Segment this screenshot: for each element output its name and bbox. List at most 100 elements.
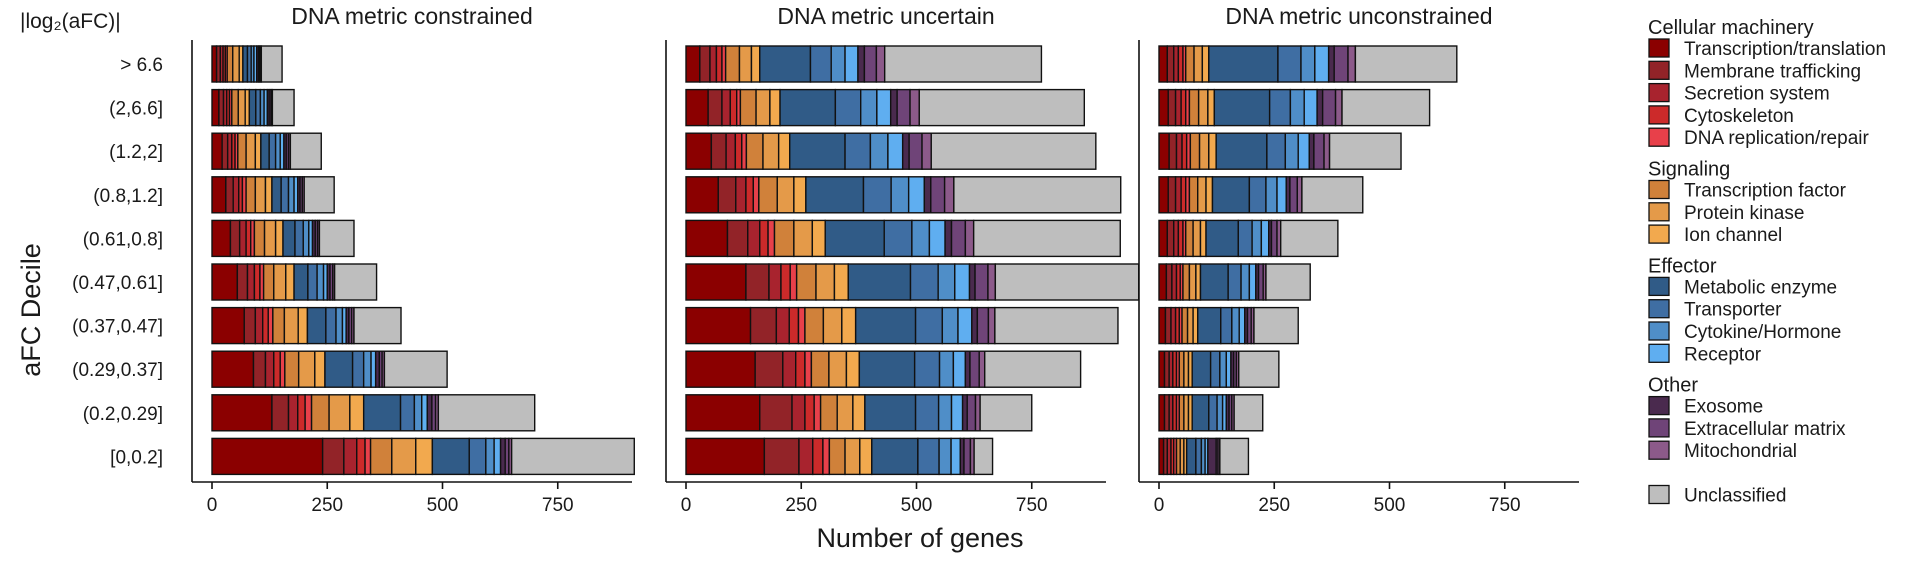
- bar-segment-cytokine-hormone: [413, 394, 423, 432]
- bar-segment-transporter: [1220, 306, 1233, 345]
- x-tick-label: 750: [1489, 495, 1521, 516]
- legend-label: Extracellular matrix: [1684, 419, 1846, 440]
- bar-segment-transcription-factor: [795, 263, 817, 301]
- bar-segment-cytokine-hormone: [1289, 88, 1305, 127]
- panel-title: DNA metric unconstrained: [1225, 3, 1492, 29]
- bar-segment-transporter: [862, 176, 892, 214]
- bar-segment-membrane-trafficking: [221, 132, 229, 170]
- bar-segment-metabolic-enzyme: [824, 219, 885, 258]
- bar-segment-cytokine-hormone: [335, 306, 344, 345]
- bar-segment-receptor: [950, 437, 961, 476]
- bar-segment-cytokine-hormone: [890, 176, 910, 214]
- bar-segment-unclassified: [318, 219, 355, 258]
- y-tick-label: (0.61,0.8]: [83, 229, 163, 250]
- bar-segment-protein-kinase: [297, 350, 316, 388]
- bar-segment-transporter: [1248, 176, 1267, 214]
- bar-segment-cytokine-hormone: [911, 219, 931, 258]
- bar-segment-cytokine-hormone: [938, 350, 955, 388]
- bar-segment-transporter: [325, 306, 337, 345]
- bar-segment-metabolic-enzyme: [282, 219, 296, 258]
- bar-segment-metabolic-enzyme: [1213, 88, 1271, 127]
- bar-segment-metabolic-enzyme: [362, 394, 402, 432]
- bar-segment-metabolic-enzyme: [779, 88, 837, 127]
- bar-segment-metabolic-enzyme: [248, 88, 257, 127]
- bar-segment-cytoskeleton: [745, 176, 755, 214]
- bar-segment-cytokine-hormone: [485, 437, 495, 476]
- bar-segment-ion-channel: [1201, 45, 1210, 83]
- y-axis-title: aFC Decile: [16, 243, 46, 377]
- x-tick-label: 250: [785, 495, 817, 516]
- bar-segment-transcription-translation: [685, 306, 752, 345]
- bar-segment-unclassified: [1253, 306, 1299, 345]
- bar-segment-transcription-translation: [1158, 219, 1168, 258]
- bar-segment-secretion-system: [1174, 88, 1182, 127]
- bar-segment-ion-channel: [750, 45, 761, 83]
- bar-segment-extracellular-matrix: [908, 132, 923, 170]
- bar-segment-metabolic-enzyme: [1185, 437, 1197, 476]
- bar-segment-transporter: [1237, 219, 1253, 258]
- bar-segment-transporter: [909, 263, 939, 301]
- bar-segment-exosome: [968, 263, 976, 301]
- bar-segment-ion-channel: [793, 176, 807, 214]
- bar-segment-membrane-trafficking: [243, 306, 257, 345]
- bar-segment-unclassified: [953, 176, 1122, 214]
- bar-segment-protein-kinase: [391, 437, 417, 476]
- bar-segment-transporter: [268, 132, 277, 170]
- bar-segment-secretion-system: [343, 437, 358, 476]
- legend-label: Exosome: [1684, 397, 1763, 418]
- bar-segment-ion-channel: [297, 306, 309, 345]
- bar-segment-transcription-translation: [211, 437, 324, 476]
- bar-segment-transcription-factor: [1185, 219, 1194, 258]
- bar-segment-unclassified: [289, 132, 322, 170]
- bar-segment-ion-channel: [1205, 176, 1214, 214]
- bar-segment-transporter: [399, 394, 416, 432]
- bar-segment-ion-channel: [1207, 88, 1216, 127]
- bar-segment-cytokine-hormone: [1300, 45, 1316, 83]
- bar-segment-cytokine-hormone: [362, 350, 372, 388]
- bar-segment-extracellular-matrix: [974, 263, 989, 301]
- bar-segment-mitochondrial: [1323, 132, 1331, 170]
- bar-segment-membrane-trafficking: [1165, 263, 1173, 301]
- bar-segment-extracellular-matrix: [963, 437, 972, 476]
- bar-segment-membrane-trafficking: [1167, 88, 1177, 127]
- bar-segment-receptor: [1248, 263, 1257, 301]
- bar-segment-exosome: [971, 306, 979, 345]
- y-tick-label: [0,0.2]: [110, 447, 163, 468]
- bar-segment-cytokine-hormone: [938, 437, 952, 476]
- bar-segment-dna-replication-repair: [813, 394, 822, 432]
- bar-segment-secretion-system: [798, 437, 814, 476]
- bar-segment-unclassified: [883, 45, 1043, 83]
- bar-segment-ion-channel: [274, 219, 284, 258]
- bar-segment-transporter: [844, 132, 872, 170]
- bar-segment-membrane-trafficking: [754, 350, 784, 388]
- bar-segment-metabolic-enzyme: [1199, 263, 1229, 301]
- bar-segment-unclassified: [260, 45, 283, 83]
- legend-label: Mitochondrial: [1684, 441, 1797, 462]
- legend-swatch-exosome: [1648, 395, 1670, 416]
- bar-segment-cytoskeleton: [273, 350, 281, 388]
- panel-dna-metric-unconstrained: DNA metric unconstrained 0 250 500 750: [1138, 3, 1579, 516]
- x-tick-label: 250: [1258, 495, 1290, 516]
- bar-segment-unclassified: [994, 263, 1140, 301]
- y-header-label: |log₂(aFC)|: [20, 10, 121, 33]
- bar-segment-unclassified: [1238, 350, 1280, 388]
- bar-segment-extracellular-matrix: [930, 176, 946, 214]
- bar-segment-cytokine-hormone: [860, 88, 878, 127]
- bar-segment-extracellular-matrix: [969, 350, 980, 388]
- bar-segment-protein-kinase: [844, 437, 861, 476]
- bar-segment-cytoskeleton: [804, 394, 815, 432]
- bar-segment-receptor: [421, 394, 428, 432]
- bar-segment-metabolic-enzyme: [1191, 394, 1210, 432]
- bar-segment-extracellular-matrix: [1333, 45, 1349, 83]
- bar-segment-cytoskeleton: [356, 437, 366, 476]
- bar-segment-metabolic-enzyme: [1211, 176, 1251, 214]
- bar-segment-cytoskeleton: [297, 394, 306, 432]
- bar-segment-transcription-translation: [1158, 306, 1167, 345]
- bar-segment-ion-channel: [833, 263, 849, 301]
- legend-swatch-receptor: [1648, 343, 1670, 363]
- bar-segment-cytokine-hormone: [869, 132, 889, 170]
- bar-segment-membrane-trafficking: [699, 45, 711, 83]
- bar-segment-membrane-trafficking: [763, 437, 800, 476]
- bar-segment-membrane-trafficking: [726, 219, 749, 258]
- bar-segment-transporter: [917, 437, 940, 476]
